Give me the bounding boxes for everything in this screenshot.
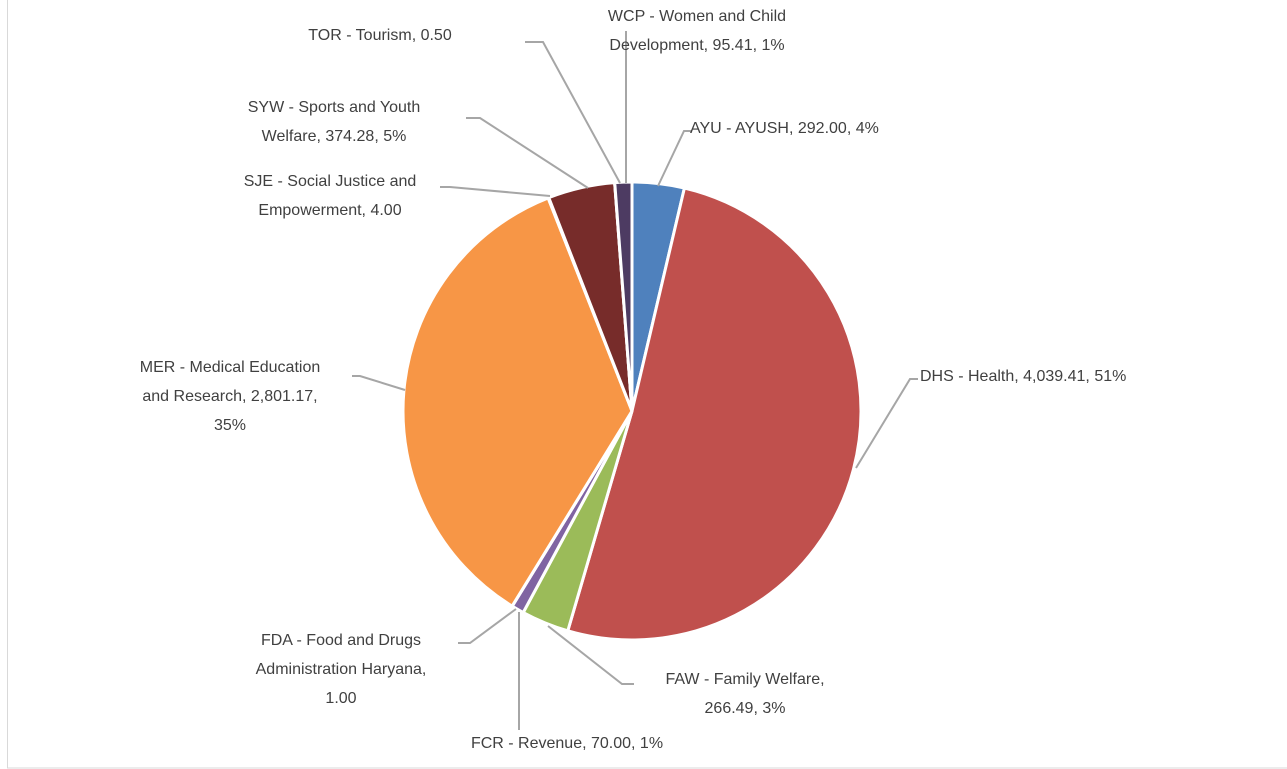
pie-slice [566,186,863,642]
data-label: SYW - Sports and Youth [248,99,421,116]
leader-line [440,186,551,197]
pie-slice [613,180,634,413]
data-label: SJE - Social Justice and [244,173,417,190]
leader-line [657,130,692,187]
data-label: 1.00 [325,690,356,707]
pie-slice [401,196,634,608]
data-label: FDA - Food and Drugs [261,632,421,649]
data-label: DHS - Health, 4,039.41, 51% [920,368,1126,385]
data-label: FAW - Family Welfare, [665,671,824,688]
data-label: MER - Medical Education [140,359,321,376]
leader-line [466,117,589,189]
data-label: Development, 95.41, 1% [609,37,784,54]
data-label: and Research, 2,801.17, [142,388,317,405]
data-label: FCR - Revenue, 70.00, 1% [471,735,663,752]
data-label: 266.49, 3% [705,700,786,717]
data-label: AYU - AYUSH, 292.00, 4% [690,120,879,137]
data-label: Administration Haryana, [256,661,427,678]
leader-line [547,625,634,685]
data-label: WCP - Women and Child [608,8,786,25]
data-label: TOR - Tourism, 0.50 [308,27,452,44]
leader-line [525,41,621,184]
data-label: Welfare, 374.28, 5% [262,128,407,145]
chart-border [7,0,1287,769]
leader-line [855,378,918,469]
leader-line [352,375,406,391]
data-label: 35% [214,417,246,434]
data-label: Empowerment, 4.00 [258,202,401,219]
leader-line [458,608,517,644]
